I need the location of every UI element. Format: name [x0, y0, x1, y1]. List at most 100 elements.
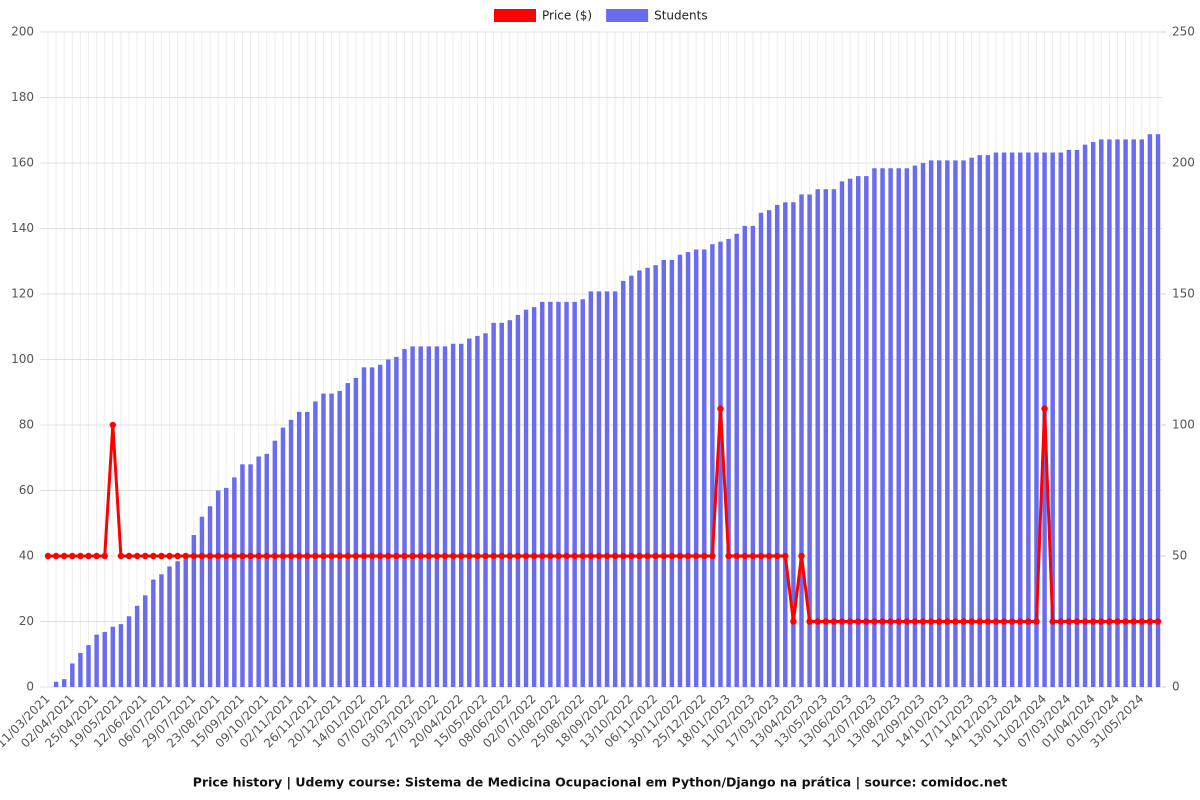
price-point — [547, 552, 554, 560]
bar — [337, 390, 342, 687]
legend-label: Students — [654, 9, 708, 23]
y-tick-label: 80 — [19, 418, 34, 432]
price-point — [984, 618, 992, 625]
bar — [1058, 152, 1064, 687]
bar — [183, 556, 188, 687]
price-point — [733, 552, 740, 560]
price-point — [166, 552, 173, 560]
bar — [215, 490, 221, 687]
bar — [126, 616, 132, 687]
bar — [831, 189, 837, 687]
bar — [1066, 149, 1072, 687]
bar — [1107, 139, 1112, 688]
bar — [540, 301, 545, 687]
price-point — [458, 552, 465, 560]
bar — [1001, 152, 1007, 687]
price-point — [855, 618, 862, 625]
price-point — [595, 552, 603, 560]
bar — [977, 155, 982, 687]
bar — [702, 249, 707, 687]
bar — [61, 679, 67, 687]
price-point — [652, 552, 659, 560]
price-point — [927, 618, 935, 625]
price-point — [61, 552, 68, 560]
price-point — [571, 552, 578, 560]
price-point — [919, 618, 927, 625]
price-point — [385, 552, 392, 560]
price-point — [838, 618, 846, 625]
bar — [86, 645, 91, 687]
price-point — [1114, 618, 1121, 625]
price-point — [863, 618, 870, 625]
price-point — [304, 552, 311, 560]
price-point — [1138, 618, 1145, 625]
bar — [604, 291, 610, 687]
bar — [1034, 152, 1039, 687]
y2-tick-label: 150 — [1172, 287, 1195, 301]
bar — [248, 464, 253, 687]
price-line — [48, 407, 1158, 623]
bar — [847, 178, 853, 687]
bar — [726, 238, 731, 688]
bar — [693, 249, 699, 687]
price-point — [223, 552, 230, 560]
bar — [240, 464, 245, 687]
bar — [345, 383, 351, 687]
price-point — [798, 552, 805, 560]
bar — [369, 367, 375, 687]
price-point — [158, 552, 165, 560]
price-point — [522, 552, 530, 560]
price-point — [1081, 618, 1089, 625]
legend-label: Price ($) — [542, 9, 592, 23]
bar — [410, 346, 415, 687]
bar — [637, 270, 642, 687]
y-tick-label: 60 — [19, 483, 34, 497]
bar — [969, 157, 974, 687]
bar — [961, 160, 966, 687]
price-point — [822, 618, 830, 625]
bar — [685, 252, 691, 687]
y-tick-label: 120 — [11, 287, 34, 301]
bar — [418, 346, 423, 687]
bar — [175, 561, 180, 687]
bar — [677, 254, 683, 687]
bar — [815, 189, 820, 687]
bar — [94, 634, 99, 687]
price-point — [1017, 618, 1024, 625]
price-point — [563, 552, 570, 560]
price-point — [441, 552, 449, 560]
bar — [531, 307, 537, 687]
bar — [758, 212, 764, 687]
price-point — [968, 618, 975, 625]
price-point — [1041, 405, 1048, 412]
chart-title: Price history | Udemy course: Sistema de… — [193, 775, 1007, 790]
price-point — [93, 552, 100, 560]
price-point — [668, 552, 676, 560]
bar — [556, 301, 561, 687]
y2-tick-label: 100 — [1172, 418, 1195, 432]
price-point — [1065, 618, 1073, 625]
price-point — [701, 552, 708, 560]
price-point — [887, 618, 894, 625]
bar — [888, 168, 893, 688]
price-point — [765, 552, 773, 560]
bar — [872, 168, 877, 688]
bar — [491, 322, 496, 687]
price-point — [1098, 618, 1105, 625]
price-point — [328, 552, 335, 560]
bar — [896, 168, 901, 688]
price-point — [214, 552, 222, 560]
price-point — [895, 618, 902, 625]
price-point — [198, 552, 206, 560]
bar — [1155, 134, 1161, 687]
bar — [1139, 139, 1145, 688]
price-point — [52, 552, 60, 560]
price-point — [133, 552, 141, 560]
bar — [450, 343, 456, 687]
price-point — [782, 552, 789, 560]
price-point — [830, 618, 838, 625]
bar — [580, 299, 585, 687]
bar — [207, 506, 213, 687]
bar — [272, 440, 278, 687]
